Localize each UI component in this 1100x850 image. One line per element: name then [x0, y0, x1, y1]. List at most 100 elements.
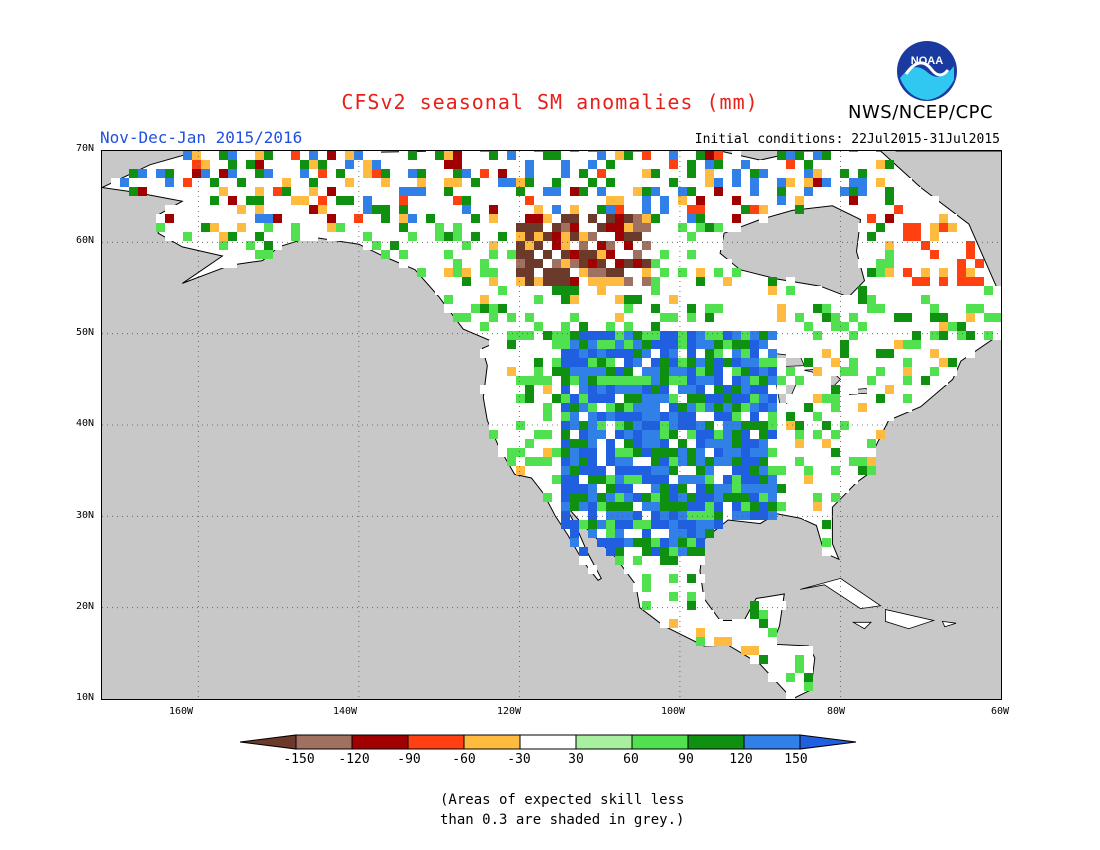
anomaly-cell [678, 205, 687, 214]
anomaly-cell [282, 178, 291, 187]
anomaly-cell [516, 403, 525, 412]
anomaly-cell [255, 250, 264, 259]
anomaly-cell [696, 520, 705, 529]
anomaly-cell [804, 448, 813, 457]
anomaly-cell [714, 412, 723, 421]
anomaly-cell [975, 277, 984, 286]
anomaly-cell [813, 448, 822, 457]
anomaly-cell [786, 169, 795, 178]
anomaly-cell [705, 349, 714, 358]
island [851, 621, 872, 630]
anomaly-cell [687, 367, 696, 376]
anomaly-cell [723, 448, 732, 457]
anomaly-cell [552, 214, 561, 223]
anomaly-cell [255, 205, 264, 214]
anomaly-cell [822, 466, 831, 475]
anomaly-cell [606, 430, 615, 439]
anomaly-cell [651, 376, 660, 385]
anomaly-cell [579, 394, 588, 403]
anomaly-cell [867, 151, 876, 160]
anomaly-cell [759, 610, 768, 619]
anomaly-cell [678, 502, 687, 511]
anomaly-cell [408, 169, 417, 178]
anomaly-cell [561, 358, 570, 367]
anomaly-cell [768, 502, 777, 511]
anomaly-cell [687, 358, 696, 367]
anomaly-cell [624, 358, 633, 367]
anomaly-cell [768, 196, 777, 205]
anomaly-cell [588, 385, 597, 394]
anomaly-cell [552, 295, 561, 304]
anomaly-cell [777, 601, 786, 610]
anomaly-cell [489, 322, 498, 331]
anomaly-cell [660, 286, 669, 295]
anomaly-cell [507, 286, 516, 295]
anomaly-cell [498, 169, 507, 178]
anomaly-cell [912, 259, 921, 268]
anomaly-cell [624, 295, 633, 304]
anomaly-cell [597, 493, 606, 502]
anomaly-cell [723, 628, 732, 637]
anomaly-cell [660, 412, 669, 421]
anomaly-cell [309, 232, 318, 241]
anomaly-cell [705, 232, 714, 241]
anomaly-cell [318, 178, 327, 187]
anomaly-cell [669, 403, 678, 412]
anomaly-cell [822, 412, 831, 421]
anomaly-cell [660, 349, 669, 358]
anomaly-cell [543, 457, 552, 466]
anomaly-cell [606, 484, 615, 493]
anomaly-cell [957, 259, 966, 268]
anomaly-cell [381, 250, 390, 259]
anomaly-cell [930, 304, 939, 313]
anomaly-cell [642, 466, 651, 475]
anomaly-cell [210, 160, 219, 169]
anomaly-cell [768, 376, 777, 385]
anomaly-cell [867, 376, 876, 385]
anomaly-cell [561, 385, 570, 394]
anomaly-cell [435, 196, 444, 205]
anomaly-cell [588, 178, 597, 187]
anomaly-cell [633, 259, 642, 268]
anomaly-cell [939, 223, 948, 232]
anomaly-cell [642, 196, 651, 205]
anomaly-cell [597, 304, 606, 313]
anomaly-cell [561, 511, 570, 520]
anomaly-cell [318, 223, 327, 232]
anomaly-cell [525, 331, 534, 340]
anomaly-cell [651, 583, 660, 592]
anomaly-cell [669, 466, 678, 475]
anomaly-cell [678, 520, 687, 529]
anomaly-cell [750, 412, 759, 421]
anomaly-cell [723, 178, 732, 187]
anomaly-cell [606, 448, 615, 457]
anomaly-cell [840, 466, 849, 475]
anomaly-cell [930, 205, 939, 214]
anomaly-cell [759, 457, 768, 466]
map-canvas [102, 151, 1001, 699]
anomaly-cell [750, 169, 759, 178]
anomaly-cell [561, 169, 570, 178]
anomaly-cell [219, 187, 228, 196]
anomaly-cell [570, 205, 579, 214]
anomaly-cell [561, 196, 570, 205]
season-label: Nov-Dec-Jan 2015/2016 [100, 128, 303, 147]
anomaly-cell [867, 421, 876, 430]
anomaly-cell [750, 394, 759, 403]
anomaly-cell [687, 421, 696, 430]
anomaly-cell [543, 367, 552, 376]
anomaly-cell [903, 295, 912, 304]
anomaly-cell [786, 394, 795, 403]
anomaly-cell [318, 196, 327, 205]
anomaly-cell [822, 547, 831, 556]
anomaly-cell [822, 484, 831, 493]
anomaly-cell [462, 286, 471, 295]
anomaly-cell [885, 268, 894, 277]
lat-label: 30N [75, 510, 94, 521]
anomaly-cell [705, 493, 714, 502]
anomaly-cell [840, 178, 849, 187]
anomaly-cell [831, 466, 840, 475]
anomaly-cell [867, 457, 876, 466]
anomaly-cell [759, 169, 768, 178]
anomaly-cell [876, 412, 885, 421]
